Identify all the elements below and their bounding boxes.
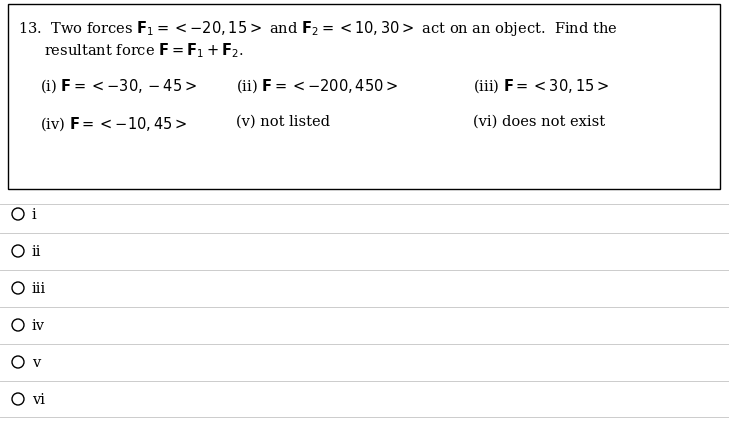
Text: i: i — [32, 208, 36, 221]
Text: iii: iii — [32, 281, 46, 295]
Text: vi: vi — [32, 392, 45, 406]
Text: resultant force $\mathbf{F} = \mathbf{F}_1 + \mathbf{F}_2$.: resultant force $\mathbf{F} = \mathbf{F}… — [44, 41, 244, 60]
Text: (iii) $\mathbf{F} = <30, 15>$: (iii) $\mathbf{F} = <30, 15>$ — [473, 77, 609, 95]
Bar — [8, 5, 720, 190]
Text: 13.  Two forces $\mathbf{F}_1 = <-20, 15>$ and $\mathbf{F}_2 = <10, 30>$ act on : 13. Two forces $\mathbf{F}_1 = <-20, 15>… — [18, 19, 617, 38]
Text: (iv) $\mathbf{F} = <-10, 45>$: (iv) $\mathbf{F} = <-10, 45>$ — [40, 115, 187, 132]
Text: iv: iv — [32, 318, 45, 332]
Text: (vi) does not exist: (vi) does not exist — [473, 115, 605, 129]
Text: ii: ii — [32, 244, 42, 258]
Text: (i) $\mathbf{F} = <-30, -45>$: (i) $\mathbf{F} = <-30, -45>$ — [40, 77, 197, 95]
Text: v: v — [32, 355, 40, 369]
Text: (ii) $\mathbf{F} = <-200, 450>$: (ii) $\mathbf{F} = <-200, 450>$ — [236, 77, 399, 95]
Text: (v) not listed: (v) not listed — [236, 115, 330, 129]
